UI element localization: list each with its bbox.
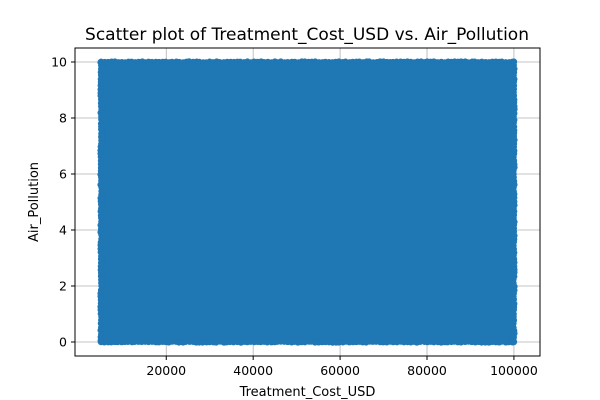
- point-cloud: [101, 62, 514, 342]
- x-tick-label: 60000: [320, 363, 360, 378]
- scatter-point: [171, 291, 179, 298]
- y-tick-label: 10: [51, 55, 67, 70]
- y-tick-label: 6: [59, 167, 67, 182]
- scatter-point: [458, 151, 465, 158]
- scatter-point: [219, 322, 226, 329]
- y-tick-label: 8: [59, 111, 67, 126]
- x-tick-label: 80000: [407, 363, 447, 378]
- scatter-point: [323, 260, 331, 267]
- x-tick-label: 100000: [490, 363, 538, 378]
- scatter-point: [410, 67, 418, 74]
- scatter-point: [284, 60, 292, 67]
- x-tick-label: 20000: [146, 363, 186, 378]
- y-tick-label: 2: [59, 279, 67, 294]
- y-axis-label: Air_Pollution: [27, 162, 42, 242]
- scatter-points: [97, 58, 518, 346]
- x-tick-label: 40000: [233, 363, 273, 378]
- scatter-point: [128, 274, 135, 281]
- scatter-point: [97, 338, 105, 346]
- scatter-point: [97, 58, 105, 66]
- scatter-point: [428, 134, 435, 141]
- scatter-point: [193, 120, 200, 127]
- scatter-point: [143, 75, 150, 83]
- scatter-point: [362, 156, 370, 164]
- scatter-point: [473, 229, 481, 236]
- scatter-point: [113, 165, 120, 172]
- scatter-point: [341, 98, 348, 105]
- plot-frame: [74, 47, 541, 357]
- y-tick-label: 0: [59, 335, 67, 350]
- y-tick-label: 4: [59, 223, 67, 238]
- x-axis-label: Treatment_Cost_USD: [239, 385, 376, 400]
- scatter-point: [302, 337, 309, 344]
- scatter-point: [243, 243, 250, 250]
- scatter-point: [376, 215, 383, 222]
- scatter-point: [510, 338, 518, 346]
- scatter-point: [510, 58, 518, 66]
- y-axis-ticks: 0 2 4 6 8 10: [51, 55, 75, 350]
- chart-title: Scatter plot of Treatment_Cost_USD vs. A…: [85, 25, 529, 45]
- scatter-point: [395, 305, 402, 312]
- x-axis-ticks: 20000 40000 60000 80000 100000: [146, 356, 538, 378]
- scatter-point: [484, 84, 492, 91]
- scatter-point: [509, 204, 517, 211]
- scatter-point: [254, 112, 261, 119]
- scatter-point: [273, 173, 281, 180]
- scatter-point: [98, 196, 106, 203]
- scatter-point: [497, 294, 505, 301]
